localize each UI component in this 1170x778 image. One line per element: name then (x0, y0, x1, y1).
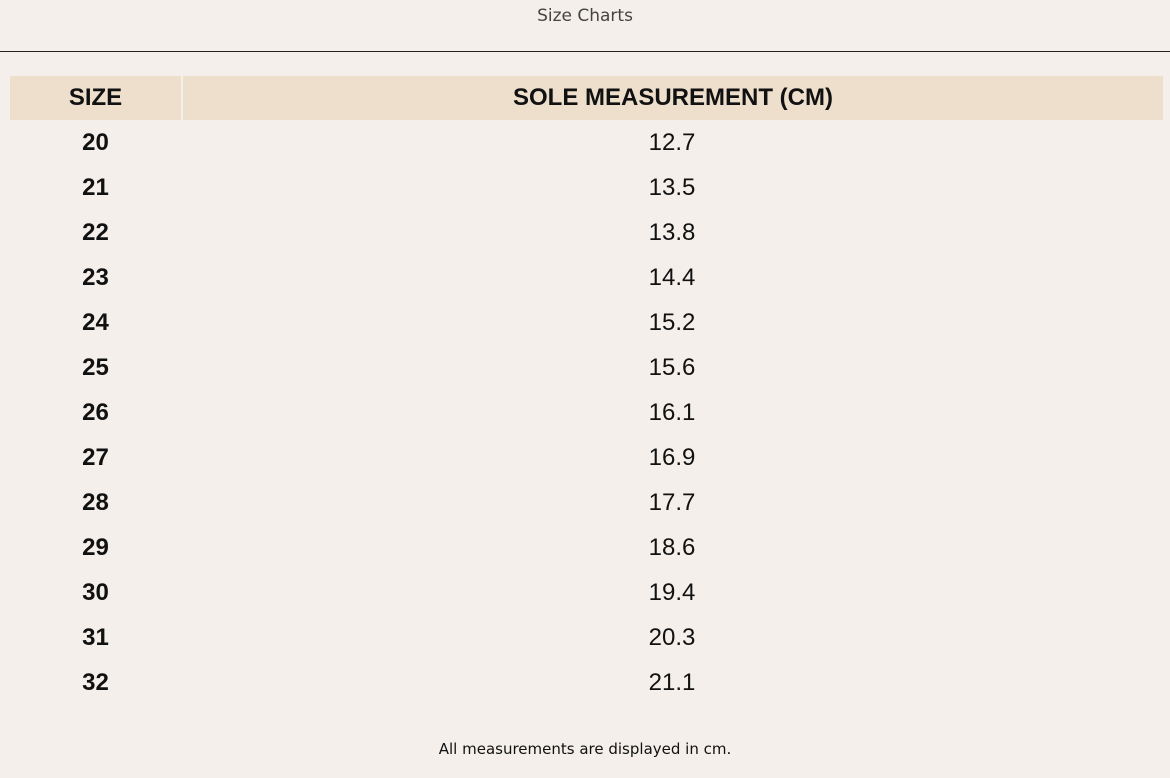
measurement-cell: 21.1 (648, 668, 696, 696)
size-cell: 24 (82, 308, 109, 336)
table-row: 31 20.3 (10, 615, 1163, 660)
measurement-cell: 12.7 (648, 128, 696, 156)
measurement-cell: 17.7 (648, 488, 696, 516)
measurement-cell: 15.2 (648, 308, 696, 336)
size-cell: 20 (82, 128, 109, 156)
table-row: 25 15.6 (10, 345, 1163, 390)
measurement-cell: 16.9 (648, 443, 696, 471)
size-cell: 30 (82, 578, 109, 606)
table-row: 24 15.2 (10, 300, 1163, 345)
column-header: SIZE (10, 76, 183, 120)
size-cell: 22 (82, 218, 109, 246)
size-cell: 26 (82, 398, 109, 426)
table-row: 22 13.8 (10, 210, 1163, 255)
measurement-cell: 13.8 (648, 218, 696, 246)
size-cell: 32 (82, 668, 109, 696)
column-header: SOLE MEASUREMENT (CM) (513, 84, 833, 111)
size-cell: 25 (82, 353, 109, 381)
table-header: SIZE SOLE MEASUREMENT (CM) (10, 76, 1163, 120)
measurement-cell: 19.4 (648, 578, 696, 606)
table-row: 32 21.1 (10, 660, 1163, 705)
measurement-cell: 18.6 (648, 533, 696, 561)
size-cell: 28 (82, 488, 109, 516)
table-row: 27 16.9 (10, 435, 1163, 480)
measurement-cell: 20.3 (648, 623, 696, 651)
table-row: 28 17.7 (10, 480, 1163, 525)
size-cell: 23 (82, 263, 109, 291)
size-cell: 31 (82, 623, 109, 651)
footer-note: All measurements are displayed in cm. (438, 740, 732, 758)
table-row: 29 18.6 (10, 525, 1163, 570)
size-cell: 27 (82, 443, 109, 471)
divider (0, 51, 1170, 52)
measurement-cell: 13.5 (648, 173, 696, 201)
measurement-cell: 14.4 (648, 263, 696, 291)
page-title: Size Charts (537, 6, 633, 26)
size-cell: 29 (82, 533, 109, 561)
table-row: 23 14.4 (10, 255, 1163, 300)
measurement-cell: 15.6 (648, 353, 696, 381)
measurement-cell: 16.1 (648, 398, 696, 426)
size-cell: 21 (82, 173, 109, 201)
size-table: SIZE SOLE MEASUREMENT (CM) 20 12.7 21 13.5 2… (10, 76, 1163, 705)
table-row: 20 12.7 (10, 120, 1163, 165)
table-row: 30 19.4 (10, 570, 1163, 615)
table-row: 21 13.5 (10, 165, 1163, 210)
table-row: 26 16.1 (10, 390, 1163, 435)
